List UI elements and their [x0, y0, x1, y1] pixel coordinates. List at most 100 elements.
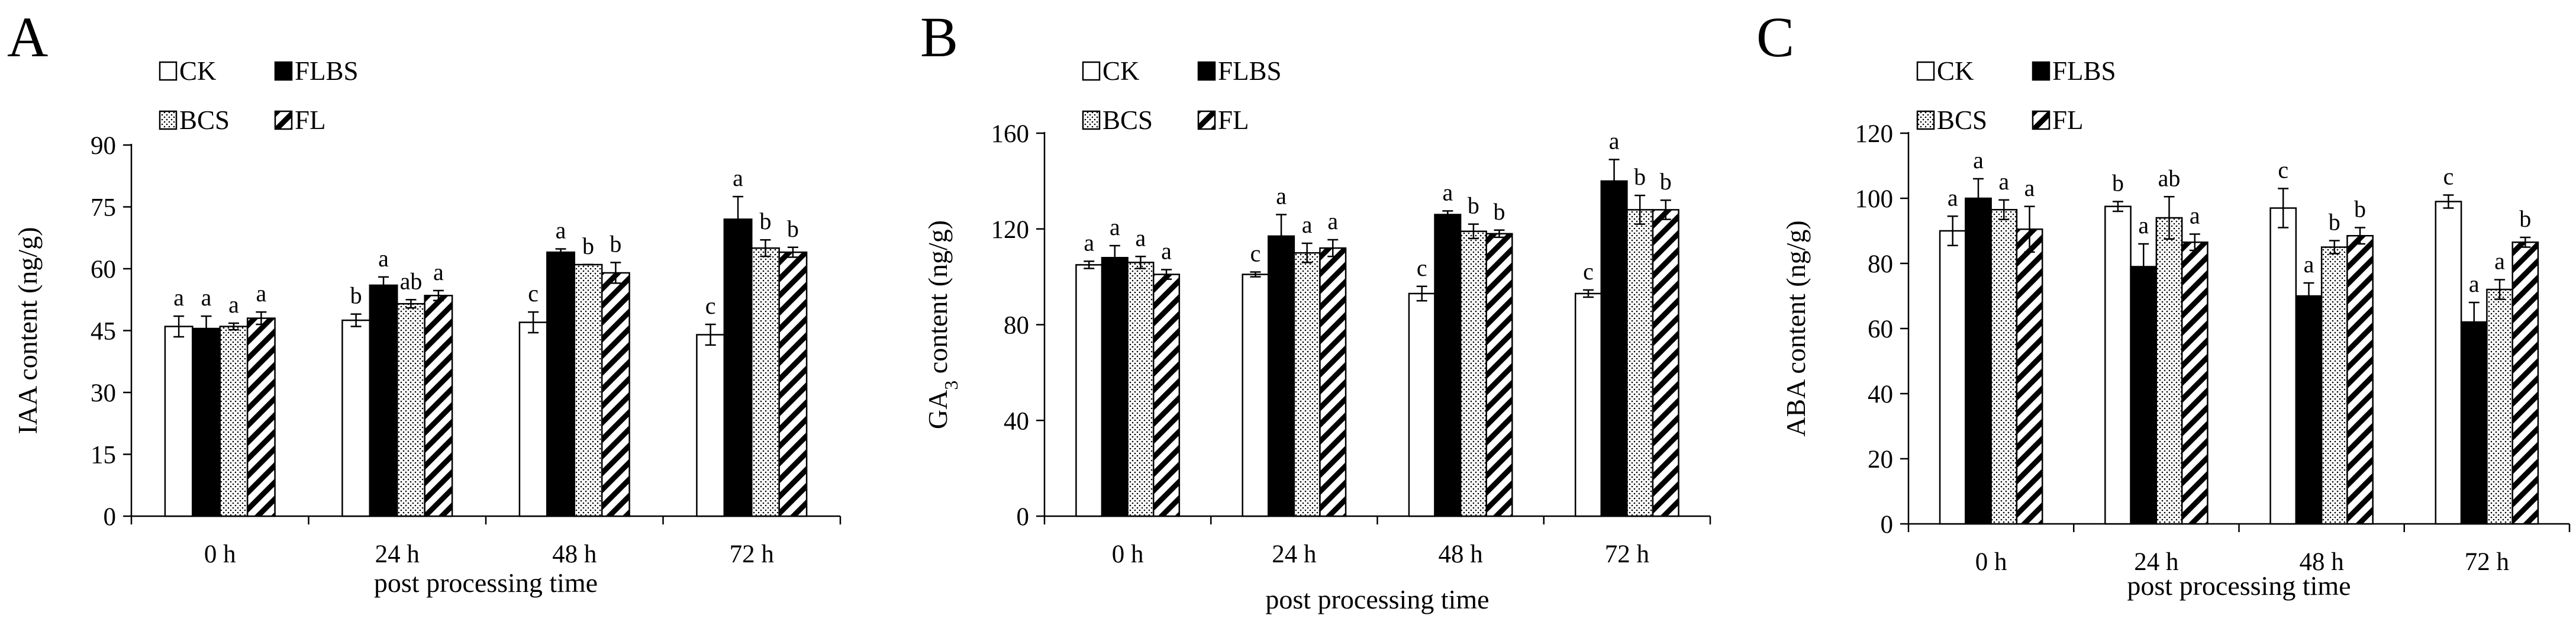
bar-flbs-48h	[2295, 295, 2323, 525]
y-tick-label: 60	[91, 256, 116, 284]
y-tick-label: 160	[991, 120, 1030, 148]
significance-label: a	[228, 291, 239, 318]
significance-label: b	[350, 282, 362, 309]
significance-label: a	[2024, 175, 2035, 201]
bar-flbs-48h	[546, 251, 576, 517]
significance-label: a	[378, 245, 389, 272]
bar-flbs-24h	[2130, 266, 2158, 525]
bar-flbs-72h	[1600, 180, 1628, 517]
bar-fl-0h	[2016, 228, 2043, 525]
significance-label: a	[433, 259, 444, 285]
panel-letter: B	[920, 5, 958, 69]
x-axis-title: post processing time	[2127, 571, 2351, 601]
legend-swatch-flbs	[2032, 61, 2051, 81]
significance-label: a	[2469, 271, 2480, 297]
significance-label: ab	[400, 268, 423, 294]
x-tick-label: 0 h	[204, 540, 236, 568]
bar-fl-48h	[1485, 233, 1513, 517]
bar-bcs-0h	[1990, 209, 2018, 525]
bar-ck-72h	[696, 334, 726, 517]
significance-label: c	[2278, 157, 2288, 183]
significance-label: a	[173, 284, 184, 311]
y-tick-label: 120	[1855, 120, 1894, 148]
x-tick-label: 0 h	[1112, 540, 1144, 568]
significance-label: a	[1302, 211, 1313, 238]
significance-label: a	[1136, 224, 1146, 251]
significance-label: b	[2519, 205, 2531, 232]
y-tick-label: 60	[1868, 316, 1893, 343]
significance-label: a	[1327, 208, 1338, 234]
significance-label: b	[2112, 170, 2124, 197]
significance-label: b	[1660, 168, 1672, 195]
y-axis-title: ABA content (ng/g)	[1781, 220, 1811, 436]
bar-fl-24h	[2181, 242, 2209, 525]
y-tick-label: 80	[1868, 250, 1893, 278]
significance-label: b	[2354, 196, 2366, 223]
bar-ck-0h	[164, 326, 194, 517]
significance-label: b	[582, 233, 594, 259]
x-tick-label: 72 h	[2465, 548, 2509, 576]
bar-flbs-72h	[2460, 321, 2488, 525]
bar-ck-72h	[2435, 201, 2462, 525]
y-axis-title: GA3 content (ng/g)	[923, 220, 962, 429]
legend-swatch-flbs	[1197, 61, 1216, 81]
x-tick-label: 72 h	[1605, 540, 1649, 568]
legend-swatch-fl	[1197, 110, 1216, 130]
legend-label-ck: CK	[1102, 56, 1140, 86]
bar-fl-72h	[778, 251, 808, 517]
bar-ck-48h	[518, 321, 548, 517]
bar-fl-24h	[424, 295, 453, 517]
significance-label: a	[1161, 237, 1172, 264]
bar-ck-0h	[1939, 230, 1966, 525]
bar-bcs-24h	[1293, 252, 1321, 517]
bar-flbs-24h	[369, 284, 398, 517]
bar-flbs-24h	[1268, 235, 1295, 517]
significance-label: c	[705, 292, 716, 319]
bar-fl-0h	[246, 317, 276, 517]
legend-swatch-ck	[1082, 61, 1101, 81]
bar-flbs-0h	[1965, 197, 1992, 525]
significance-label: a	[201, 284, 212, 311]
legend-swatch-bcs	[159, 110, 178, 130]
legend-swatch-flbs	[274, 61, 293, 81]
significance-label: a	[1110, 214, 1120, 240]
legend-label-flbs: FLBS	[2052, 56, 2116, 86]
bar-ck-72h	[1574, 292, 1603, 517]
x-tick-label: 24 h	[1272, 540, 1316, 568]
y-tick-label: 120	[991, 216, 1030, 244]
bar-fl-72h	[2511, 242, 2539, 525]
significance-label: a	[2190, 202, 2200, 229]
panel-letter: C	[1756, 5, 1794, 69]
y-tick-label: 15	[91, 442, 116, 469]
bar-fl-48h	[2346, 235, 2374, 525]
legend-label-ck: CK	[179, 56, 217, 86]
y-tick-label: 40	[1004, 407, 1029, 435]
bar-bcs-24h	[396, 302, 425, 517]
y-tick-label: 90	[91, 132, 116, 160]
legend-swatch-ck	[1916, 61, 1935, 81]
significance-label: a	[1948, 184, 1958, 211]
x-axis-title: post processing time	[374, 568, 598, 598]
significance-label: a	[1442, 179, 1453, 205]
x-tick-label: 24 h	[2134, 548, 2178, 576]
x-tick-label: 48 h	[2300, 548, 2344, 576]
legend-label-ck: CK	[1937, 56, 1974, 86]
significance-label: b	[610, 231, 621, 257]
significance-label: c	[528, 280, 539, 307]
legend-swatch-bcs	[1082, 110, 1101, 130]
legend-label-bcs: BCS	[179, 105, 230, 135]
significance-label: ab	[2158, 165, 2181, 191]
bar-bcs-48h	[1459, 230, 1487, 517]
panel-letter: A	[7, 5, 48, 69]
significance-label: b	[2329, 209, 2340, 236]
bar-ck-48h	[2269, 207, 2297, 525]
legend-label-fl: FL	[295, 105, 326, 135]
bar-bcs-24h	[2155, 217, 2183, 525]
bar-flbs-0h	[192, 327, 221, 517]
x-tick-label: 24 h	[375, 540, 420, 568]
bar-flbs-48h	[1434, 214, 1462, 517]
bar-bcs-0h	[219, 326, 249, 517]
legend-label-bcs: BCS	[1937, 105, 1987, 135]
significance-label: a	[733, 165, 743, 191]
